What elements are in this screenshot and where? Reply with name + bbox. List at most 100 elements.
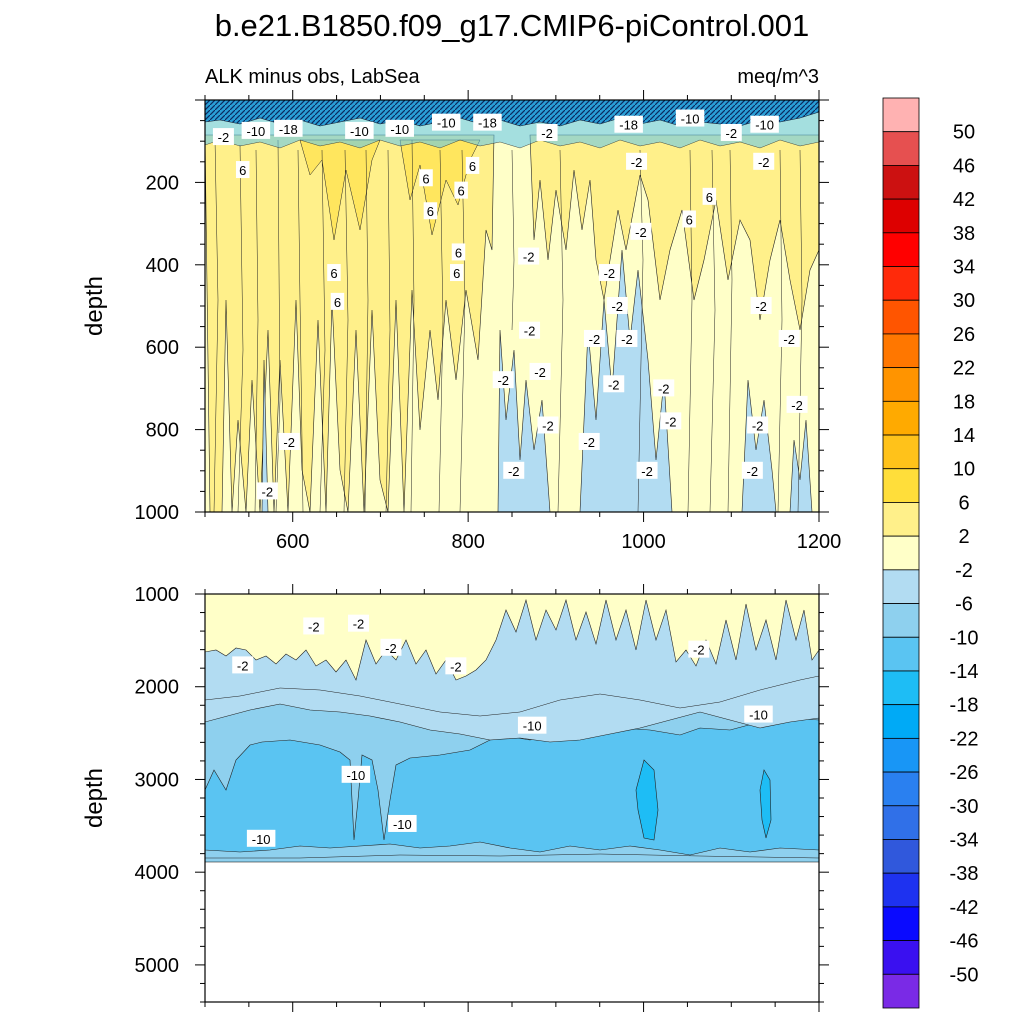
contour-label: -2 [348,614,369,632]
colorbar-label: -18 [950,695,979,717]
lower-band-neg14-neg18-b [759,769,772,839]
colorbar-label: -22 [950,728,979,750]
colorbar-swatch [882,906,920,941]
contour-label: -2 [445,657,467,675]
contour-label-bg [212,128,234,146]
colorbar-swatch [882,266,920,301]
contour-label-bg [636,461,658,479]
contour-label-text: -2 [583,435,595,450]
contour-label-bg [630,222,652,240]
contour-label: -2 [598,264,620,282]
colorbar-swatch [882,131,920,166]
contour-label-bg [750,115,779,133]
contour-label-bg [744,705,773,723]
contour-label-bg [750,297,772,314]
contour-label: 6 [702,187,717,205]
lower-band-neg14-neg18-a [635,759,659,841]
colorbar-label: 26 [953,324,975,346]
contour-label-text: -10 [749,708,768,723]
contour-label-text: -2 [450,659,462,674]
contour-label-text: -2 [665,414,677,429]
contour-label: -10 [345,121,374,139]
contour-label-bg [465,156,480,174]
contour-label: -2 [688,640,710,658]
contour-label: 6 [235,161,250,179]
contour-label: -10 [388,814,417,832]
contour-label-bg [232,656,254,674]
contour-label: -2 [750,297,772,314]
contour-label: -2 [606,297,628,314]
contour-label-bg [519,321,541,339]
contour-label: -2 [616,329,638,347]
colorbar-swatch [882,400,920,436]
y-tick-label: 2000 [135,677,180,699]
contour-label-bg [702,187,717,205]
contour-label-bg [518,247,540,265]
upper-contour-labels: -2 -10 -18 -10 -10 -10 -18-2-18 -10-2-106666666… [212,109,808,500]
contour-label-text: -2 [308,619,320,634]
contour-label-bg [345,121,374,139]
colorbar-label: -34 [950,829,979,851]
contour-label: -2 [747,416,769,434]
colorbar-swatch [882,468,920,503]
colorbar: 50 46 42 38 34 30 26 22 18 14 10 6 2 -2 -6 -10 -14 -18 -22… [882,97,979,1009]
contour-label: 6 [454,181,468,199]
contour-label-text: -10 [755,118,774,133]
y-tick-label: 800 [146,420,179,442]
contour-label-bg [578,432,600,450]
contour-label-text: -2 [631,155,643,170]
contour-label-bg [341,765,371,783]
contour-label: -2 [518,247,540,265]
contour-label: -2 [660,412,682,430]
colorbar-swatch [882,771,920,807]
colorbar-swatch [882,165,920,200]
colorbar-swatch [882,434,920,470]
contour-label: -2 [626,152,648,170]
contour-label-bg [330,292,345,310]
contour-label-bg [449,264,464,282]
contour-label-text: -10 [523,719,542,734]
contour-label-bg [278,432,300,450]
contour-label-bg [660,412,682,430]
contour-label-text: 6 [455,245,462,260]
contour-label-bg [688,640,710,658]
y-tick-label: 1000 [135,584,180,606]
contour-label: -2 [529,362,551,380]
colorbar-label: 10 [953,459,975,481]
colorbar-label: 6 [958,492,969,514]
contour-label-bg [675,109,705,127]
contour-label-bg [303,617,325,635]
colorbar-swatch [882,502,920,537]
colorbar-label: 14 [953,425,975,447]
colorbar-label: 30 [953,290,975,312]
contour-label-text: -10 [681,112,700,127]
contour-label-bg [720,123,742,141]
contour-label: -2 [303,617,325,635]
contour-label: -10 [385,119,414,137]
contour-label: -2 [603,375,625,393]
lower-ylabel: depth [81,768,108,828]
upper-band-6-10-a [299,139,381,241]
contour-label-bg [388,814,417,832]
contour-label-bg [583,329,605,347]
contour-label-bg [235,161,250,179]
contour-label: 6 [327,264,341,282]
colorbar-label: -50 [950,964,979,986]
contour-label-text: -2 [541,126,553,141]
colorbar-swatch [882,299,920,335]
contour-label-text: -2 [604,266,616,281]
contour-label-bg [682,210,696,228]
contour-label: -2 [536,123,558,141]
contour-label: -2 [519,321,541,339]
upper-tick-labels: 600 800 1000 1200 200 400 600 800 1000 [135,172,842,553]
contour-label-text: -18 [279,122,298,137]
contour-label-bg [256,482,278,500]
upper-band-2-6-left [205,134,495,512]
colorbar-label: -42 [950,897,979,919]
contour-label-bg [419,169,433,187]
contour-label-text: -10 [393,817,412,832]
contour-label-bg [503,461,525,479]
contour-label: -18 [473,113,502,131]
contour-label: -2 [232,656,254,674]
contour-label-text: -2 [693,643,705,658]
